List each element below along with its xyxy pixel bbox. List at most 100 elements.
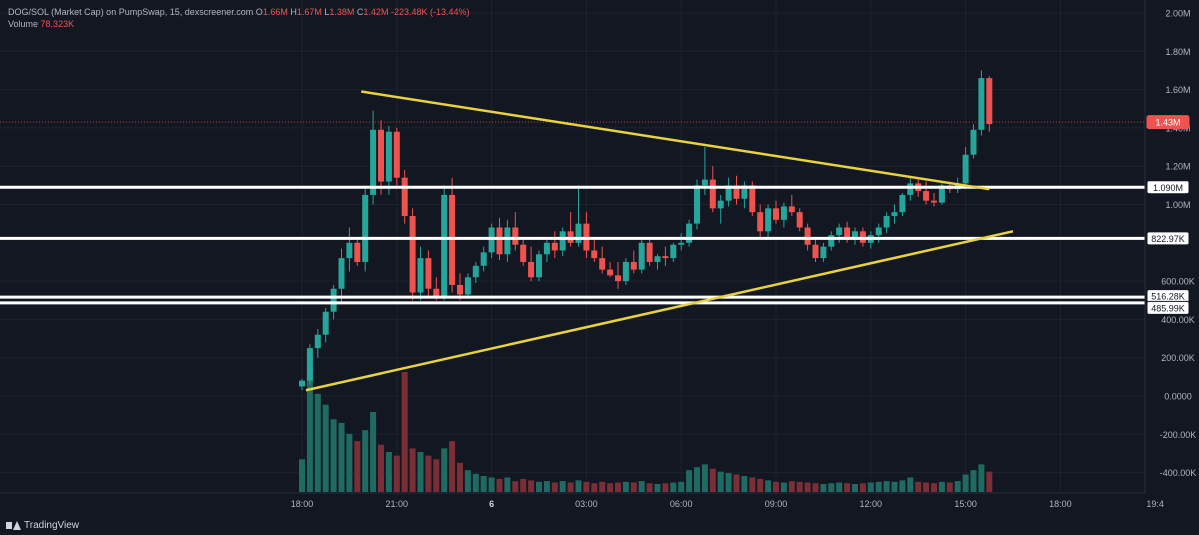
volume-bar: [464, 470, 471, 492]
trendline: [361, 90, 990, 191]
volume-bar: [646, 483, 653, 492]
volume-bar: [962, 474, 969, 492]
volume-bar: [622, 481, 629, 492]
volume-bar: [717, 471, 724, 492]
volume-bar: [946, 482, 953, 492]
candle-body: [575, 223, 582, 243]
trendline: [305, 230, 1014, 392]
volume-bar: [954, 481, 961, 492]
volume-bar: [678, 481, 685, 492]
volume-bar: [875, 481, 882, 492]
candle-body: [875, 227, 882, 236]
candle-body: [409, 215, 416, 293]
volume-bar: [709, 468, 716, 492]
legend-volume-value: 78.323K: [40, 19, 75, 29]
price-badge-label: 1.43M: [1155, 118, 1180, 128]
candle-body: [512, 227, 519, 245]
volume-bar: [725, 473, 732, 492]
candle-body: [378, 129, 384, 182]
candle-body: [457, 284, 463, 295]
price-badge: [1146, 115, 1190, 130]
candle-body: [630, 261, 637, 270]
volume-bar: [867, 482, 874, 492]
volume-bar: [417, 452, 424, 492]
volume-bar: [852, 484, 858, 492]
volume-bar: [401, 372, 408, 492]
candle-body: [599, 258, 606, 270]
candle-body: [907, 183, 914, 195]
candle-body: [883, 215, 890, 228]
candle-body: [978, 78, 985, 130]
volume-bar: [788, 481, 795, 492]
candle-body: [804, 227, 811, 245]
candle-body: [551, 242, 558, 251]
y-axis-tick-label: 0.0000: [1164, 392, 1192, 402]
candle-body: [844, 227, 851, 239]
candle-body: [899, 194, 906, 213]
y-axis-tick-label: 1.00M: [1165, 200, 1190, 210]
x-axis-tick-label: 18:00: [291, 499, 314, 509]
tradingview-logo[interactable]: TradingView: [6, 520, 79, 531]
volume-bar: [796, 481, 803, 492]
legend-low-value: 1.38M: [329, 7, 355, 17]
x-axis-tick-label: 6: [489, 499, 494, 509]
x-axis-tick-label: 21:00: [386, 499, 409, 509]
candle-body: [828, 235, 835, 247]
volume-bar: [733, 474, 740, 492]
candle-body: [836, 227, 843, 236]
x-axis-tick-label: 06:00: [670, 499, 693, 509]
volume-bar: [820, 484, 827, 492]
volume-bar: [670, 482, 677, 492]
volume-bar: [543, 481, 550, 492]
price-badge: [1146, 180, 1190, 195]
volume-bar: [844, 483, 851, 492]
volume-bar: [559, 481, 566, 492]
y-axis-tick-label: -200.00K: [1160, 430, 1197, 440]
volume-bar: [638, 481, 645, 492]
candle-body: [543, 242, 550, 255]
volume-bar: [536, 481, 542, 492]
candle-body: [425, 258, 432, 289]
candle-body: [741, 185, 748, 199]
x-axis-tick-label: 03:00: [575, 499, 598, 509]
price-badge: [1146, 300, 1190, 315]
price-badge-label: 822.97K: [1151, 234, 1185, 244]
volume-bar: [970, 470, 977, 492]
volume-bar: [299, 459, 305, 492]
tradingview-icon: [6, 521, 21, 530]
y-axis-tick-label: 200.00K: [1161, 353, 1195, 363]
candle-body: [449, 194, 456, 285]
volume-bar: [701, 464, 708, 492]
candle-body: [962, 154, 969, 184]
candle-body: [354, 242, 361, 262]
volume-bar: [378, 444, 384, 492]
volume-bar: [915, 481, 922, 492]
y-axis-tick-label: 600.00K: [1161, 277, 1195, 287]
volume-bar: [441, 448, 448, 492]
candle-body: [433, 288, 440, 297]
legend-volume-label: Volume: [8, 19, 39, 29]
volume-bar: [425, 455, 432, 492]
volume-bar: [654, 484, 661, 492]
x-axis-tick-label: 18:00: [1049, 499, 1072, 509]
volume-bar: [765, 480, 772, 492]
candle-body: [488, 227, 495, 253]
candle-body: [796, 212, 803, 228]
candle-body: [401, 177, 408, 216]
volume-bar: [907, 477, 914, 492]
candle-body: [765, 208, 772, 232]
volume-bar: [931, 483, 937, 492]
volume-bar: [923, 482, 930, 492]
volume-bar: [480, 476, 487, 492]
volume-bar: [551, 482, 558, 492]
volume-bar: [314, 393, 321, 492]
candle-body: [314, 334, 321, 349]
volume-bar: [978, 464, 985, 492]
price-badge-label: 516.28K: [1151, 292, 1185, 302]
candle-body: [749, 185, 756, 213]
legend-symbol: DOG/SOL (Market Cap) on PumpSwap, 15, de…: [8, 7, 254, 17]
x-axis-tick-label: 09:00: [765, 499, 788, 509]
candle-body: [496, 227, 503, 255]
x-axis-tick-label: 19:4: [1146, 499, 1164, 509]
